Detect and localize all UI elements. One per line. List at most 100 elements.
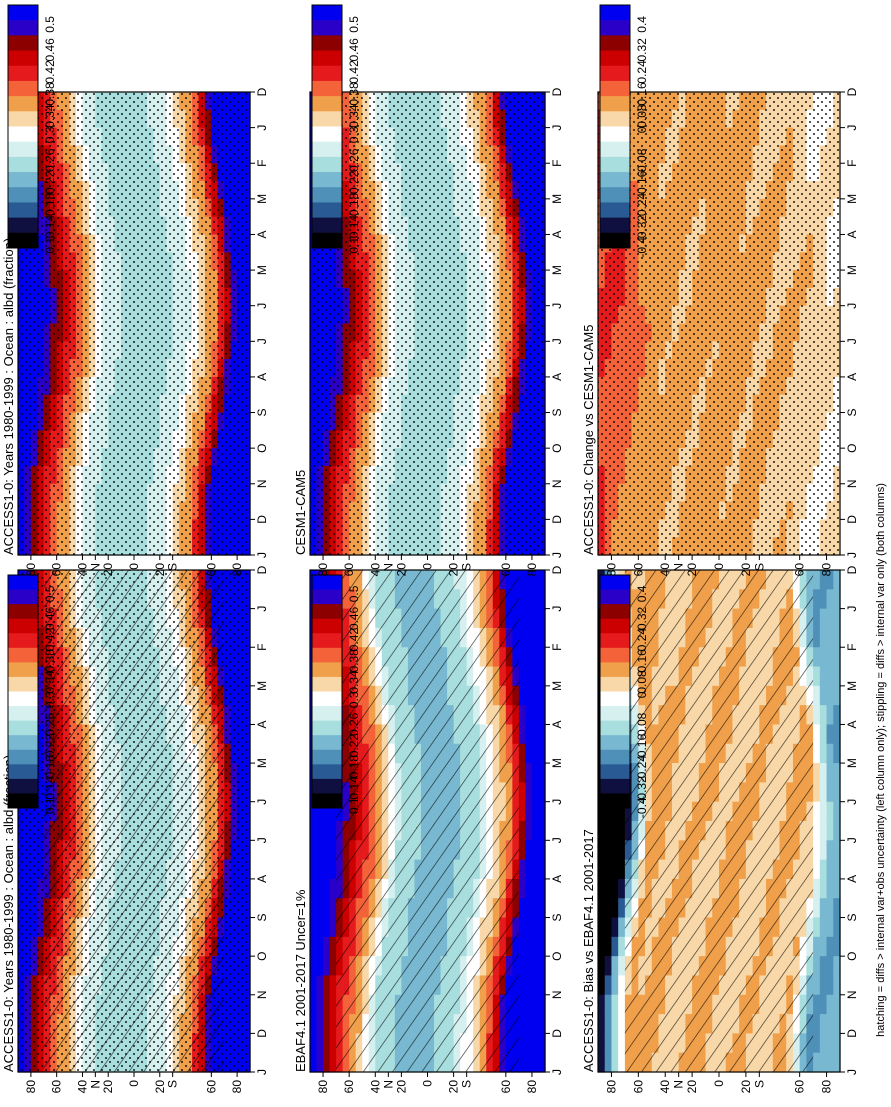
stippling-overlay <box>18 92 250 555</box>
colorbar-label: 0.46 <box>43 38 57 62</box>
heatmap-cell <box>826 821 834 841</box>
month-label: A <box>255 875 269 883</box>
colorbar-label: 0.14 <box>347 776 361 800</box>
heatmap-cell <box>833 647 841 668</box>
colorbar-label: 0.46 <box>43 606 57 630</box>
heatmap-cell <box>538 917 546 938</box>
heatmap-cell <box>813 647 821 668</box>
colorbar-swatch <box>8 187 38 203</box>
colorbar-swatch <box>8 65 38 82</box>
heatmap-cell <box>323 1014 331 1034</box>
heatmap-cell <box>525 840 533 861</box>
heatmap-cell <box>316 956 324 977</box>
heatmap-cell <box>826 705 834 726</box>
heatmap-cell <box>323 801 331 822</box>
heatmap-cell <box>538 589 546 610</box>
heatmap-cell <box>525 878 533 899</box>
colorbar-label: 0.1 <box>43 797 57 814</box>
heatmap-cell <box>604 975 613 996</box>
heatmap-cell <box>329 975 337 996</box>
heatmap-cell <box>819 859 828 880</box>
heatmap-cell <box>819 1014 828 1034</box>
heatmap-cell <box>329 898 337 919</box>
colorbar-label: 0.22 <box>43 734 57 758</box>
lat-label: 80 <box>525 1080 539 1094</box>
heatmap-cell <box>826 975 834 996</box>
month-label: S <box>550 409 564 417</box>
heatmap-cell <box>531 917 540 938</box>
heatmap-cell <box>826 801 834 822</box>
colorbar-swatch <box>312 5 342 21</box>
heatmap-cell <box>518 956 527 977</box>
heatmap-cell <box>316 975 324 996</box>
colorbar-swatch <box>312 80 342 97</box>
heatmap-cell <box>598 936 606 957</box>
heatmap-cell <box>323 975 331 996</box>
lat-label: N <box>381 1080 395 1089</box>
colorbar-label: 0.14 <box>43 215 57 239</box>
heatmap-cell <box>611 1052 619 1073</box>
lat-label: 60 <box>342 563 356 577</box>
heatmap-cell <box>518 1052 527 1073</box>
month-label: J <box>550 125 564 131</box>
colorbar-swatch <box>312 778 342 794</box>
colorbar-swatch <box>8 618 38 634</box>
colorbar-swatch <box>312 633 342 649</box>
heatmap-cell <box>813 782 821 803</box>
heatmap-cell <box>316 917 324 938</box>
heatmap-cell <box>819 1033 828 1054</box>
month-label: F <box>550 644 564 651</box>
heatmap-cell <box>538 801 546 822</box>
heatmap-cell <box>598 898 606 919</box>
heatmap-cell <box>826 570 834 590</box>
heatmap-cell <box>813 685 821 706</box>
heatmap-cell <box>531 801 540 822</box>
colorbar-swatch <box>312 202 342 219</box>
heatmap-cell <box>819 666 828 687</box>
heatmap-cell <box>833 975 841 996</box>
heatmap-cell <box>598 878 606 899</box>
colorbar-label: 0.38 <box>43 82 57 106</box>
month-label: S <box>255 409 269 417</box>
heatmap-cell <box>813 570 821 590</box>
heatmap-cell <box>518 840 527 861</box>
heatmap-cell <box>310 1014 318 1034</box>
heatmap-cell <box>518 608 527 629</box>
heatmap-cell <box>813 589 821 610</box>
month-label: O <box>550 443 564 452</box>
month-label: D <box>255 1029 269 1038</box>
month-label: O <box>550 951 564 960</box>
colorbar-swatch <box>312 662 342 678</box>
heatmap-cell <box>604 821 613 841</box>
month-label: N <box>550 479 564 488</box>
colorbar-label: 0.3 <box>43 691 57 708</box>
colorbar-swatch <box>8 720 38 736</box>
lat-label: N <box>88 563 102 572</box>
heatmap-cell <box>323 859 331 880</box>
figure-footnote: hatching = diffs > internal var+obs unce… <box>875 483 887 1037</box>
colorbar-label: 0.14 <box>43 776 57 800</box>
heatmap-cell <box>813 956 821 977</box>
colorbar-swatch <box>8 691 38 707</box>
heatmap-cell <box>819 570 828 590</box>
heatmap-cell <box>329 821 337 841</box>
heatmap-cell <box>538 647 546 668</box>
lat-label: 80 <box>24 563 38 577</box>
heatmap-cell <box>826 917 834 938</box>
heatmap-cell <box>611 878 619 899</box>
heatmap-cell <box>819 975 828 996</box>
colorbar-swatch <box>312 50 342 67</box>
heatmap-cell <box>813 859 821 880</box>
heatmap-cell <box>518 898 527 919</box>
heatmap-cell <box>538 878 546 899</box>
colorbar-swatch <box>312 735 342 751</box>
heatmap-cell <box>525 936 533 957</box>
heatmap-cell <box>604 1052 613 1073</box>
heatmap-cell <box>618 840 626 861</box>
heatmap-cell <box>538 936 546 957</box>
colorbar-swatch <box>8 676 38 692</box>
heatmap-cell <box>833 685 841 706</box>
heatmap-cell <box>598 859 606 880</box>
